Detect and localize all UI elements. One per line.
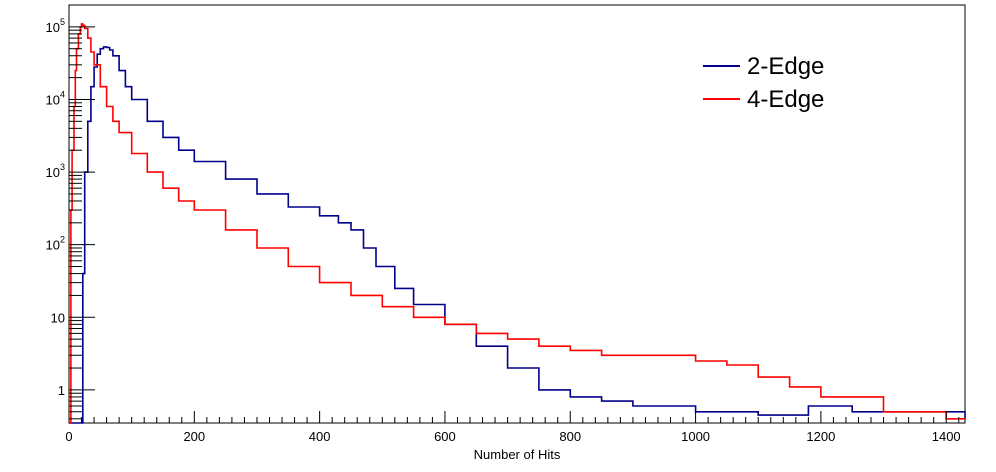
legend-label-2-edge: 2-Edge xyxy=(747,53,824,80)
series-line-4-edge xyxy=(69,23,965,424)
y-tick-label: 10 xyxy=(51,310,65,325)
series-line-2-edge xyxy=(69,46,966,424)
axis-layer: 0 200 400 600 800 1000 1200 1400 1 10 102 103 104 105 xyxy=(46,4,961,444)
y-tick-label: 1 xyxy=(58,383,65,398)
series-layer xyxy=(69,23,966,424)
y-tick-label: 103 xyxy=(46,162,65,180)
x-tick-label: 800 xyxy=(559,429,581,444)
legend: 2-Edge 4-Edge xyxy=(703,53,824,113)
legend-label-4-edge: 4-Edge xyxy=(747,86,824,113)
x-tick-label: 1000 xyxy=(681,429,710,444)
x-axis-title: Number of Hits xyxy=(474,447,561,462)
y-tick-label: 105 xyxy=(46,17,65,35)
x-tick-label: 0 xyxy=(65,429,72,444)
x-tick-label: 600 xyxy=(434,429,456,444)
y-tick-label: 104 xyxy=(46,89,65,107)
x-tick-label: 200 xyxy=(183,429,205,444)
plot-frame xyxy=(68,4,966,424)
x-tick-label: 1200 xyxy=(806,429,835,444)
y-tick-label: 102 xyxy=(46,235,65,253)
x-tick-label: 400 xyxy=(309,429,331,444)
x-tick-label: 1400 xyxy=(932,429,961,444)
